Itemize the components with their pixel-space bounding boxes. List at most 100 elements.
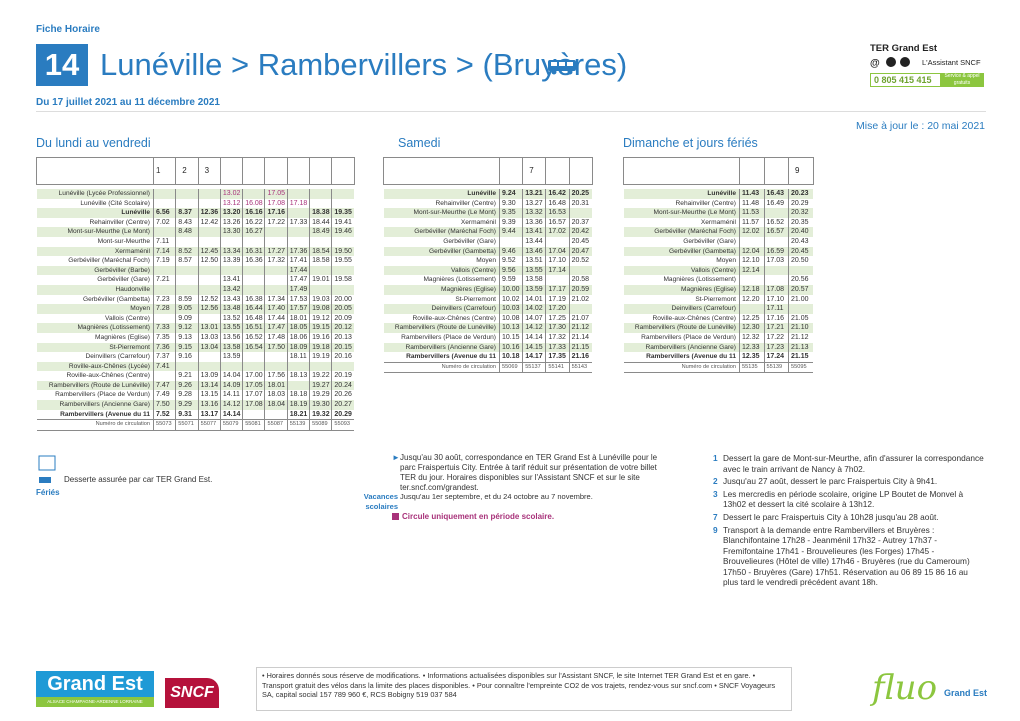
time: 13.58	[219, 342, 243, 353]
time: 13.56	[219, 332, 243, 343]
gap	[36, 184, 355, 189]
time	[197, 198, 221, 209]
time: 19.12	[309, 313, 332, 324]
footer-box	[256, 667, 792, 711]
time: 20.26	[331, 390, 355, 401]
row: Gerbéviller (Maréchal Foch) 9.44 13.41 17.0…	[383, 227, 593, 237]
time: 18.49	[309, 227, 332, 237]
time: 19.32	[309, 409, 332, 420]
station: Lunéville	[623, 189, 740, 199]
time: 13.09	[197, 371, 221, 381]
time: 17.05	[242, 380, 265, 391]
logo-sncf: SNCF	[165, 678, 219, 708]
station: Mont-sur-Meurthe	[97, 237, 150, 245]
time: 12.04	[739, 246, 764, 257]
row: Gerbéviller (Gare) 20.43	[624, 236, 813, 247]
time: 21.00	[788, 294, 813, 305]
time: 13.03	[197, 332, 221, 343]
time: 14.15	[522, 342, 546, 353]
time	[545, 275, 570, 285]
time: 13.41	[219, 275, 243, 285]
note-cell: 2	[175, 157, 199, 185]
row: Gerbéviller (Maréchal Foch) 12.02 16.57 20.…	[623, 227, 813, 237]
time	[286, 236, 310, 247]
row: St-Pierremont 10.02 14.01 17.19 21.02	[384, 294, 593, 305]
time: 20.57	[788, 284, 813, 295]
note-text: Dessert le parc Fraispertuis City à 10h2…	[723, 511, 939, 522]
social-icons: @	[870, 57, 910, 68]
time: 16.16	[242, 208, 265, 218]
time: 13.21	[522, 189, 546, 199]
time: 20.27	[331, 400, 355, 410]
row: Moyen 9.52 13.51 17.10 20.52	[384, 256, 593, 266]
time	[242, 284, 265, 295]
cell	[569, 184, 593, 189]
time: 20.19	[331, 371, 355, 381]
row: Rambervillers (Ancienne Gare) 12.33 17.23 2…	[623, 342, 813, 353]
time: 18.19	[286, 400, 310, 410]
time: 13.16	[197, 400, 221, 410]
station: Moyen	[716, 257, 736, 265]
time: 9.26	[175, 380, 199, 391]
time: 7.47	[152, 380, 176, 391]
time: 14.09	[219, 380, 243, 391]
station: Magnières (Eglise)	[383, 284, 500, 295]
arrow: ►	[392, 453, 400, 462]
time	[219, 236, 243, 247]
row: Gerbéviller (Gambetta) 12.04 16.59 20.45	[623, 246, 813, 257]
cell	[383, 184, 500, 189]
time: 17.22	[763, 332, 789, 343]
note-cell	[309, 157, 332, 185]
station: Magnières (Eglise)	[623, 284, 740, 295]
time: 13.43	[219, 294, 243, 305]
note-number: 1	[713, 453, 718, 463]
time: 12.10	[739, 256, 764, 266]
time	[197, 313, 221, 324]
station: Deinvillers (Carrefour)	[383, 304, 500, 314]
circulation-number: 55141	[545, 361, 570, 374]
time	[197, 361, 221, 372]
time: 13.36	[522, 217, 546, 228]
time: 20.32	[788, 208, 813, 218]
station: Magnières (Lotissement)	[663, 276, 736, 284]
station: Gerbéviller (Gare)	[443, 237, 496, 245]
time: 7.33	[152, 323, 176, 333]
time: 12.18	[739, 284, 764, 295]
time: 14.01	[522, 294, 546, 305]
station: Moyen	[476, 257, 496, 265]
time: 17.40	[264, 304, 288, 314]
time: 7.19	[152, 256, 176, 266]
time: 19.19	[309, 352, 332, 362]
time: 20.29	[788, 198, 813, 209]
time: 17.08	[242, 400, 265, 410]
time: 21.12	[788, 332, 813, 343]
row: Haudonville 13.42 17.49	[36, 284, 355, 295]
cell	[623, 184, 740, 189]
row: St-Pierremont 7.36 9.15 13.04 13.58 16.54 17.5…	[36, 342, 355, 353]
time: 20.35	[788, 217, 813, 228]
station: Rehainviller (Centre)	[89, 218, 150, 226]
cell	[764, 184, 789, 189]
cell	[309, 184, 332, 189]
time: 16.42	[545, 189, 570, 199]
time	[545, 236, 570, 247]
logo-fluo: fluo	[872, 668, 938, 708]
body: 1 2 3 Lunéville (Lycée Professionnel) 13.02 1…	[36, 157, 355, 431]
footer-text: • Horaires donnés sous réserve de modifi…	[262, 671, 776, 699]
time: 17.17	[545, 284, 570, 295]
circulation-number: 55135	[739, 361, 764, 374]
row: St-Pierremont 12.20 17.10 21.00	[624, 294, 813, 305]
station: Rambervillers (Place de Verdun)	[401, 333, 496, 341]
time: 18.09	[286, 342, 310, 353]
time	[175, 361, 199, 372]
validity-period: Du 17 juillet 2021 au 11 décembre 2021	[36, 97, 220, 108]
time: 19.22	[309, 371, 332, 381]
row: Rambervillers (Avenue du 11 10.18 14.17 17.…	[384, 352, 593, 363]
time: 13.51	[522, 256, 546, 266]
time	[309, 265, 332, 276]
time	[152, 227, 176, 237]
station: Rehainviller (Centre)	[435, 199, 496, 207]
station: Gerbéviller (Gare)	[683, 237, 736, 245]
circulation-row: Numéro de circulation 55073 55071 55077 5507…	[36, 419, 355, 431]
time: 21.15	[788, 352, 813, 363]
